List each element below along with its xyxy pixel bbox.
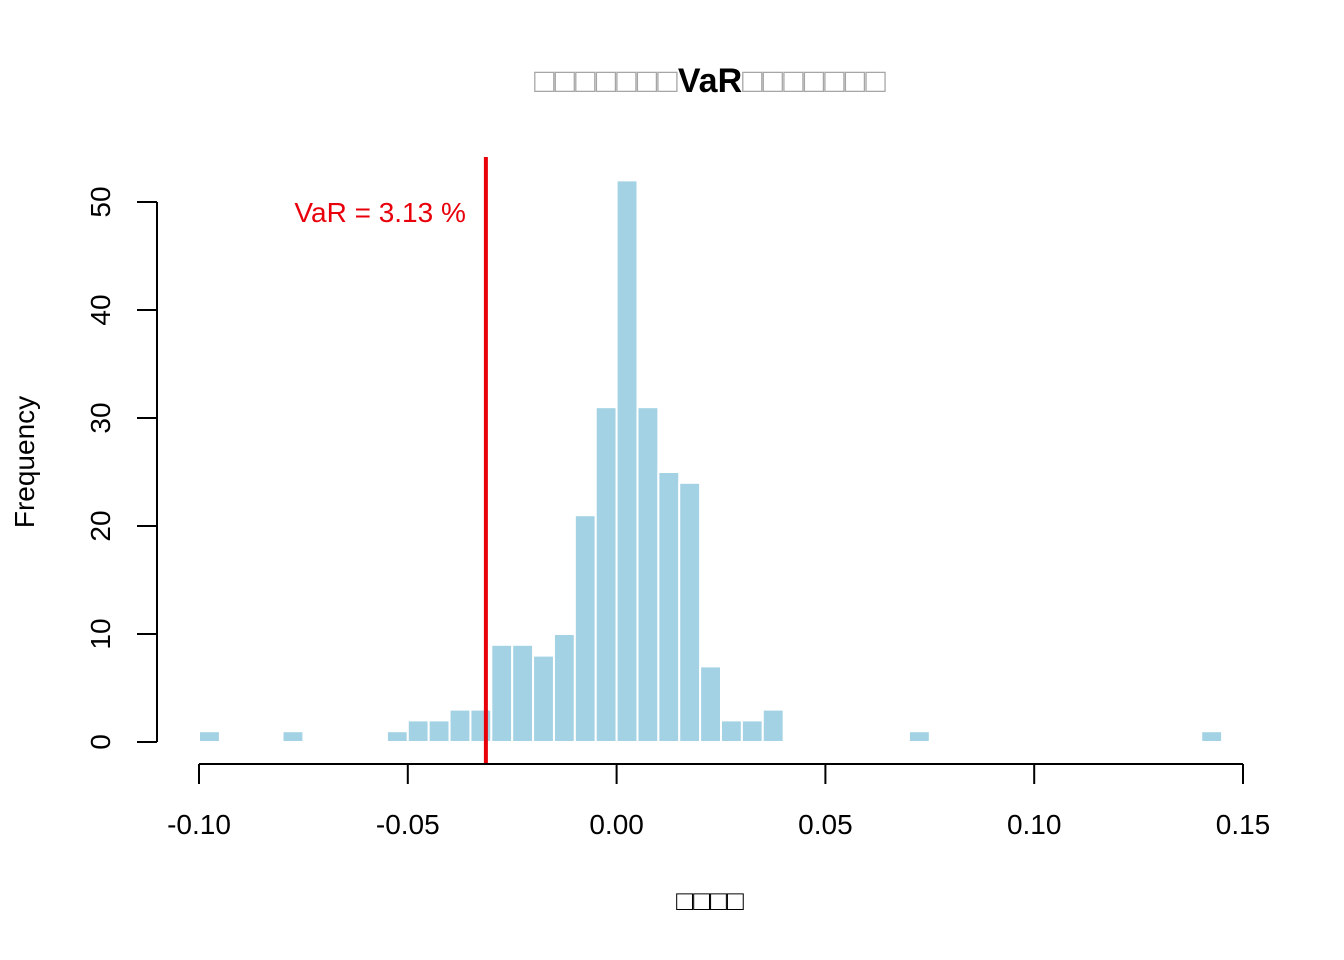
histogram-bar <box>552 633 576 743</box>
histogram-bar <box>761 708 785 743</box>
x-tick-label: 0.00 <box>589 809 644 840</box>
chart-title-var: VaR <box>678 62 742 100</box>
histogram-bar <box>406 719 430 744</box>
histogram-bar <box>594 406 618 743</box>
chart-title-prefix: □□□□□□□ <box>534 62 678 100</box>
y-axis: 0 10 20 30 40 50 <box>85 186 158 750</box>
var-label: VaR = 3.13 % <box>294 197 465 228</box>
histogram-bar <box>490 643 514 743</box>
histogram-bar <box>615 179 639 743</box>
histogram-bar <box>198 730 221 744</box>
histogram-bar <box>1200 730 1224 744</box>
histogram-bar <box>427 719 451 744</box>
x-tick-label: 0.15 <box>1216 809 1271 840</box>
y-tick-label: 50 <box>85 186 116 217</box>
histogram-bar <box>532 654 555 743</box>
histogram-bar <box>511 643 535 743</box>
chart-title: □□□□□□□VaR□□□□□□□ <box>534 62 886 100</box>
histogram-bar <box>573 514 597 744</box>
x-tick-label: -0.10 <box>167 809 231 840</box>
histogram-bar <box>469 708 493 743</box>
histogram-bar <box>699 665 722 744</box>
histogram-bars <box>198 179 1224 744</box>
histogram-bar <box>448 708 472 743</box>
histogram-bar <box>678 481 702 743</box>
histogram-bar <box>636 406 660 743</box>
histogram-bar <box>385 730 409 744</box>
y-tick-label: 20 <box>85 510 116 541</box>
histogram-bar <box>907 730 931 744</box>
y-tick-label: 30 <box>85 402 116 433</box>
y-tick-label: 40 <box>85 294 116 325</box>
x-axis: -0.10 -0.05 0.00 0.05 0.10 0.15 <box>167 763 1271 840</box>
histogram-bar <box>740 719 764 744</box>
histogram-bar <box>657 471 681 743</box>
x-tick-label: -0.05 <box>376 809 440 840</box>
y-axis-label: Frequency <box>9 396 40 528</box>
histogram-bar <box>281 730 305 744</box>
chart-title-suffix: □□□□□□□ <box>742 62 886 100</box>
y-tick-label: 10 <box>85 618 116 649</box>
x-axis-label: □□□□ <box>676 885 744 916</box>
x-tick-label: 0.05 <box>798 809 853 840</box>
y-tick-label: 0 <box>85 734 116 750</box>
histogram-bar <box>720 719 743 744</box>
x-tick-label: 0.10 <box>1007 809 1062 840</box>
